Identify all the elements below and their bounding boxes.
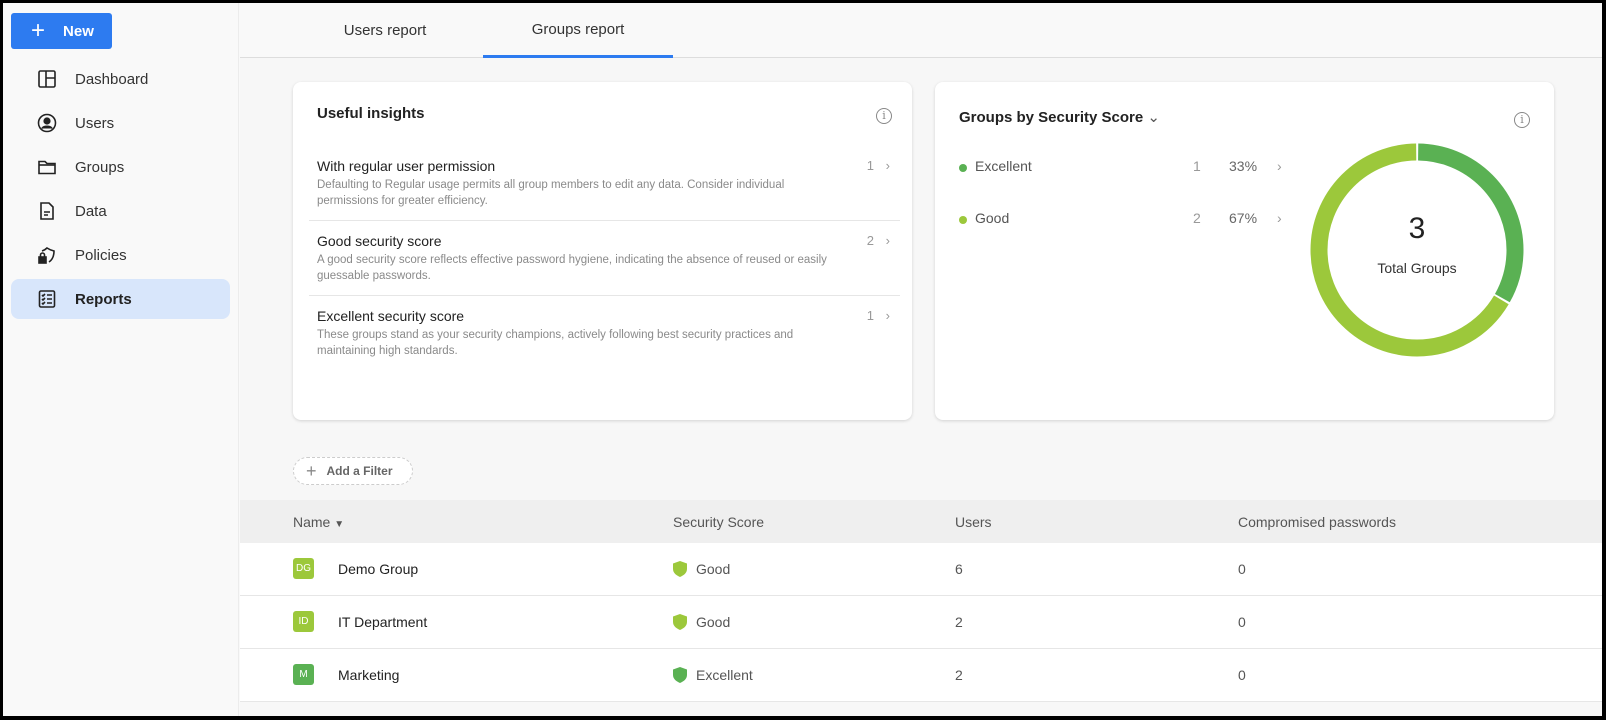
insight-count: 1	[866, 308, 874, 323]
donut-chart	[1310, 143, 1524, 357]
main-content: Users report Groups report Useful insigh…	[240, 3, 1602, 716]
users-count: 6	[955, 561, 963, 577]
legend-dot	[959, 216, 967, 224]
group-avatar: DG	[293, 558, 314, 579]
sidebar-item-data[interactable]: Data	[11, 191, 230, 231]
insight-description: These groups stand as your security cham…	[317, 329, 794, 357]
table-row[interactable]: DG Demo Group Good 6 0	[240, 543, 1602, 596]
new-button[interactable]: + New	[11, 13, 112, 49]
insight-description: Defaulting to Regular usage permits all …	[317, 179, 785, 207]
insight-item[interactable]: Excellent security score These groups sta…	[309, 296, 900, 371]
insight-count: 2	[866, 233, 874, 248]
insight-description: A good security score reflects effective…	[317, 254, 827, 282]
security-score: Good	[696, 614, 731, 630]
legend-percent: 33%	[1229, 158, 1258, 174]
table-row[interactable]: M Marketing Excellent 2 0	[240, 649, 1602, 702]
legend-label: Excellent	[975, 158, 1032, 174]
shield-icon	[673, 667, 687, 683]
sidebar-item-policies[interactable]: Policies	[11, 235, 230, 275]
sort-down-icon: ▼	[334, 519, 345, 530]
legend-item-excellent[interactable]: Excellent 1 33% ›	[959, 158, 1289, 178]
report-tabs: Users report Groups report	[240, 3, 1602, 58]
info-icon[interactable]: i	[876, 108, 892, 124]
chevron-right-icon: ›	[885, 158, 890, 173]
sidebar-item-label: Policies	[75, 246, 127, 264]
sidebar-item-users[interactable]: Users	[11, 103, 230, 143]
users-count: 2	[955, 614, 963, 630]
card-title: Useful insights	[317, 105, 425, 122]
tab-users-report[interactable]: Users report	[343, 22, 427, 39]
chevron-right-icon: ›	[885, 233, 890, 248]
insight-title: With regular user permission	[317, 158, 496, 174]
insight-title: Excellent security score	[317, 308, 465, 324]
shield-icon	[673, 614, 687, 630]
column-header-compromised[interactable]: Compromised passwords	[1238, 514, 1396, 530]
chevron-right-icon: ›	[1277, 158, 1282, 174]
info-icon[interactable]: i	[1514, 112, 1530, 128]
shield-lock-icon	[38, 246, 55, 264]
insight-title: Good security score	[317, 233, 442, 249]
total-groups-label: Total Groups	[1377, 260, 1457, 276]
app-window: + New Dashboard Users Groups Data Policie…	[3, 3, 1602, 716]
column-label: Name	[293, 514, 331, 530]
new-label: New	[63, 22, 94, 40]
filter-label: Add a Filter	[326, 464, 393, 478]
donut-slice-excellent[interactable]	[1310, 143, 1524, 357]
security-score: Excellent	[696, 667, 753, 683]
insight-count: 1	[866, 158, 874, 173]
sidebar-nav: Dashboard Users Groups Data Policies Rep…	[11, 59, 230, 323]
compromised-count: 0	[1238, 614, 1246, 630]
folder-icon	[38, 160, 56, 175]
sidebar-item-label: Users	[75, 114, 115, 132]
column-header-users[interactable]: Users	[955, 514, 992, 530]
sidebar-item-dashboard[interactable]: Dashboard	[11, 59, 230, 99]
shield-icon	[673, 561, 687, 577]
chevron-right-icon: ›	[1277, 210, 1282, 226]
sidebar: + New Dashboard Users Groups Data Policie…	[3, 3, 239, 716]
sidebar-item-groups[interactable]: Groups	[11, 147, 230, 187]
sidebar-item-label: Dashboard	[75, 70, 149, 88]
card-title: Groups by Security Score	[959, 109, 1144, 126]
group-avatar: M	[293, 664, 314, 685]
user-circle-icon	[37, 113, 57, 133]
compromised-count: 0	[1238, 561, 1246, 577]
column-header-security-score[interactable]: Security Score	[673, 514, 765, 530]
sidebar-item-label: Reports	[75, 290, 132, 308]
insight-item[interactable]: Good security score A good security score…	[309, 221, 900, 296]
legend-count: 1	[1193, 158, 1201, 174]
sidebar-item-label: Groups	[75, 158, 125, 176]
group-avatar: ID	[293, 611, 314, 632]
group-name[interactable]: IT Department	[338, 614, 428, 630]
tab-groups-report[interactable]: Groups report	[483, 3, 673, 58]
security-score-card: Groups by Security Score ⌄ i Excellent 1 3…	[935, 82, 1554, 420]
column-header-name[interactable]: Name ▼	[293, 514, 344, 530]
chevron-down-icon: ⌄	[1147, 109, 1160, 126]
group-name[interactable]: Demo Group	[338, 561, 419, 577]
score-dropdown[interactable]: Groups by Security Score ⌄	[959, 108, 1160, 126]
chevron-right-icon: ›	[885, 308, 890, 323]
legend-label: Good	[975, 210, 1010, 226]
legend-count: 2	[1193, 210, 1201, 226]
legend-percent: 67%	[1229, 210, 1258, 226]
plus-icon: +	[31, 17, 46, 44]
checklist-icon	[38, 290, 56, 308]
document-icon	[40, 202, 54, 220]
useful-insights-card: Useful insights i With regular user perm…	[293, 82, 912, 420]
sidebar-item-reports[interactable]: Reports	[11, 279, 230, 319]
table-header: Name ▼ Security Score Users Compromised …	[240, 500, 1602, 543]
donut-slice-good[interactable]	[1310, 143, 1524, 357]
insight-item[interactable]: With regular user permission Defaulting t…	[309, 146, 900, 221]
legend-item-good[interactable]: Good 2 67% ›	[959, 210, 1289, 230]
group-name[interactable]: Marketing	[338, 667, 400, 683]
legend-dot	[959, 164, 967, 172]
total-groups-count: 3	[1408, 212, 1426, 245]
plus-icon: +	[306, 460, 317, 481]
table-row[interactable]: ID IT Department Good 2 0	[240, 596, 1602, 649]
sidebar-item-label: Data	[75, 202, 107, 220]
compromised-count: 0	[1238, 667, 1246, 683]
security-score: Good	[696, 561, 731, 577]
add-filter-button[interactable]: + Add a Filter	[293, 457, 413, 485]
users-count: 2	[955, 667, 963, 683]
dashboard-icon	[38, 70, 56, 88]
